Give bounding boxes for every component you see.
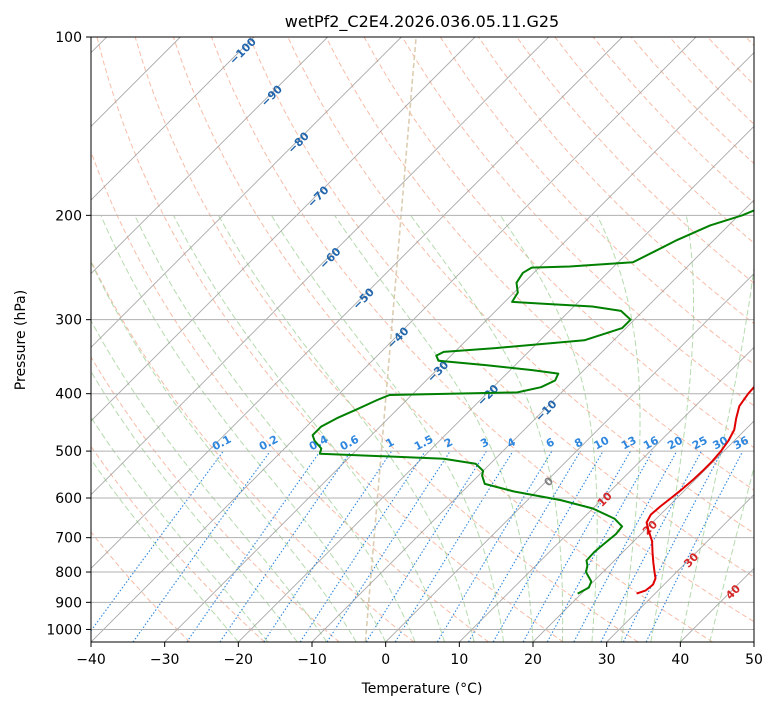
isotherm-line	[91, 37, 697, 642]
mixing-ratio-label: 13	[619, 434, 639, 453]
dry-adiabat-line	[134, 37, 639, 642]
moist-adiabat-line	[410, 215, 564, 642]
isotherm-line	[91, 37, 476, 422]
plot-frame	[90, 36, 755, 643]
isotherm-line	[91, 37, 549, 496]
y-tick-label: 100	[55, 30, 82, 46]
x-tick-label: 50	[745, 652, 763, 668]
isotherm-line	[91, 37, 328, 275]
x-tick-label: −30	[150, 652, 180, 668]
mixing-ratio-label: 20	[665, 434, 685, 453]
y-axis-label: Pressure (hPa)	[13, 290, 29, 390]
y-tick-label: 600	[55, 491, 82, 507]
mixing-ratio-line	[622, 450, 723, 642]
isotherm-line	[459, 346, 754, 642]
temperature-profile-line	[636, 385, 754, 595]
moist-adiabat-line	[499, 215, 598, 642]
mixing-ratio-line	[365, 450, 487, 642]
x-tick-label: 10	[450, 652, 468, 668]
plot-area	[91, 37, 754, 642]
moist-adiabat-line	[679, 264, 754, 642]
moist-adiabat-line	[270, 215, 504, 642]
y-tick-label: 400	[55, 387, 82, 403]
mixing-ratio-line	[299, 450, 426, 642]
profile-lines	[311, 209, 754, 595]
mixing-ratio-label: 10	[592, 434, 612, 453]
pressure-gridlines	[91, 37, 754, 630]
mixing-ratio-line	[186, 450, 321, 642]
background-lines	[91, 37, 754, 642]
mixing-ratio-line	[600, 450, 702, 642]
mixing-ratio-line	[219, 450, 352, 642]
moist-adiabat-line	[709, 465, 754, 642]
dry-adiabat-line	[91, 531, 191, 642]
x-axis-ticks: −40 −30 −20 −10 0 10 20 30 40 50	[76, 642, 763, 668]
mixing-ratio-label: 36	[731, 434, 751, 453]
dry-adiabat-line	[439, 37, 754, 366]
y-tick-label: 500	[55, 444, 82, 460]
dry-adiabat-line	[91, 356, 340, 642]
isotherm-line	[91, 37, 255, 201]
dry-adiabat-line	[325, 37, 754, 491]
dewpoint-profile-line	[311, 209, 754, 595]
moist-adiabat-line	[650, 215, 694, 642]
dry-adiabat-line	[91, 150, 489, 642]
y-tick-label: 900	[55, 595, 82, 611]
chart-title: wetPf2_C2E4.2026.036.05.11.G25	[285, 12, 559, 32]
mixing-ratio-label: 30	[711, 434, 731, 453]
mixing-ratio-label: 25	[690, 434, 710, 453]
moist-adiabat-line	[217, 215, 475, 642]
x-tick-label: 0	[381, 652, 390, 668]
moist-adiabat-line	[91, 370, 298, 642]
x-tick-label: −40	[76, 652, 106, 668]
mixing-ratio-label: 16	[641, 434, 661, 453]
y-tick-label: 200	[55, 208, 82, 224]
x-tick-label: 20	[524, 652, 542, 668]
moist-adiabat-line	[596, 215, 641, 642]
isotherm-line	[385, 273, 754, 642]
moist-adiabat-line	[173, 215, 446, 642]
mixing-ratio-line	[522, 450, 631, 642]
mixing-ratio-line	[263, 450, 393, 642]
moist-adiabat-line	[91, 319, 328, 642]
dry-adiabat-line	[401, 37, 754, 407]
isotherm-line	[311, 199, 754, 642]
mixing-ratio-line	[326, 450, 451, 642]
mixing-ratio-line	[394, 450, 514, 642]
isotherm-line	[532, 420, 754, 642]
mixing-ratio-line	[546, 450, 654, 642]
dry-adiabat-line	[249, 37, 754, 578]
x-tick-label: −10	[297, 652, 327, 668]
moist-adiabat-line	[91, 416, 269, 642]
lcl-curve-line	[364, 37, 417, 642]
x-tick-label: 30	[598, 652, 616, 668]
x-axis-label: Temperature (°C)	[361, 681, 483, 697]
isotherm-line	[91, 37, 402, 348]
dry-adiabat-line	[516, 37, 754, 284]
dry-adiabat-line	[211, 37, 754, 623]
y-tick-label: 1000	[46, 622, 82, 638]
y-tick-label: 800	[55, 565, 82, 581]
moist-adiabat-line	[334, 215, 534, 642]
x-tick-label: −20	[224, 652, 254, 668]
dry-adiabat-line	[91, 445, 265, 642]
moist-adiabat-line	[91, 260, 357, 642]
isotherm-line	[164, 52, 754, 642]
mixing-ratio-line	[573, 450, 678, 642]
isotherm-line	[91, 37, 623, 569]
moist-adiabat-line	[134, 215, 416, 642]
isotherm-line	[238, 125, 754, 642]
mixing-ratio-line	[91, 450, 224, 632]
x-tick-label: 40	[671, 652, 689, 668]
y-axis-ticks: 100 200 300 400 500 600 700 800 900 1000	[46, 30, 91, 638]
isotherm-line	[606, 494, 754, 642]
mixing-ratio-line	[645, 450, 744, 642]
dry-adiabat-line	[96, 37, 564, 642]
moist-adiabat-line	[91, 458, 239, 642]
mixing-ratio-line	[132, 450, 271, 642]
y-tick-label: 300	[55, 313, 82, 329]
y-tick-label: 700	[55, 531, 82, 547]
